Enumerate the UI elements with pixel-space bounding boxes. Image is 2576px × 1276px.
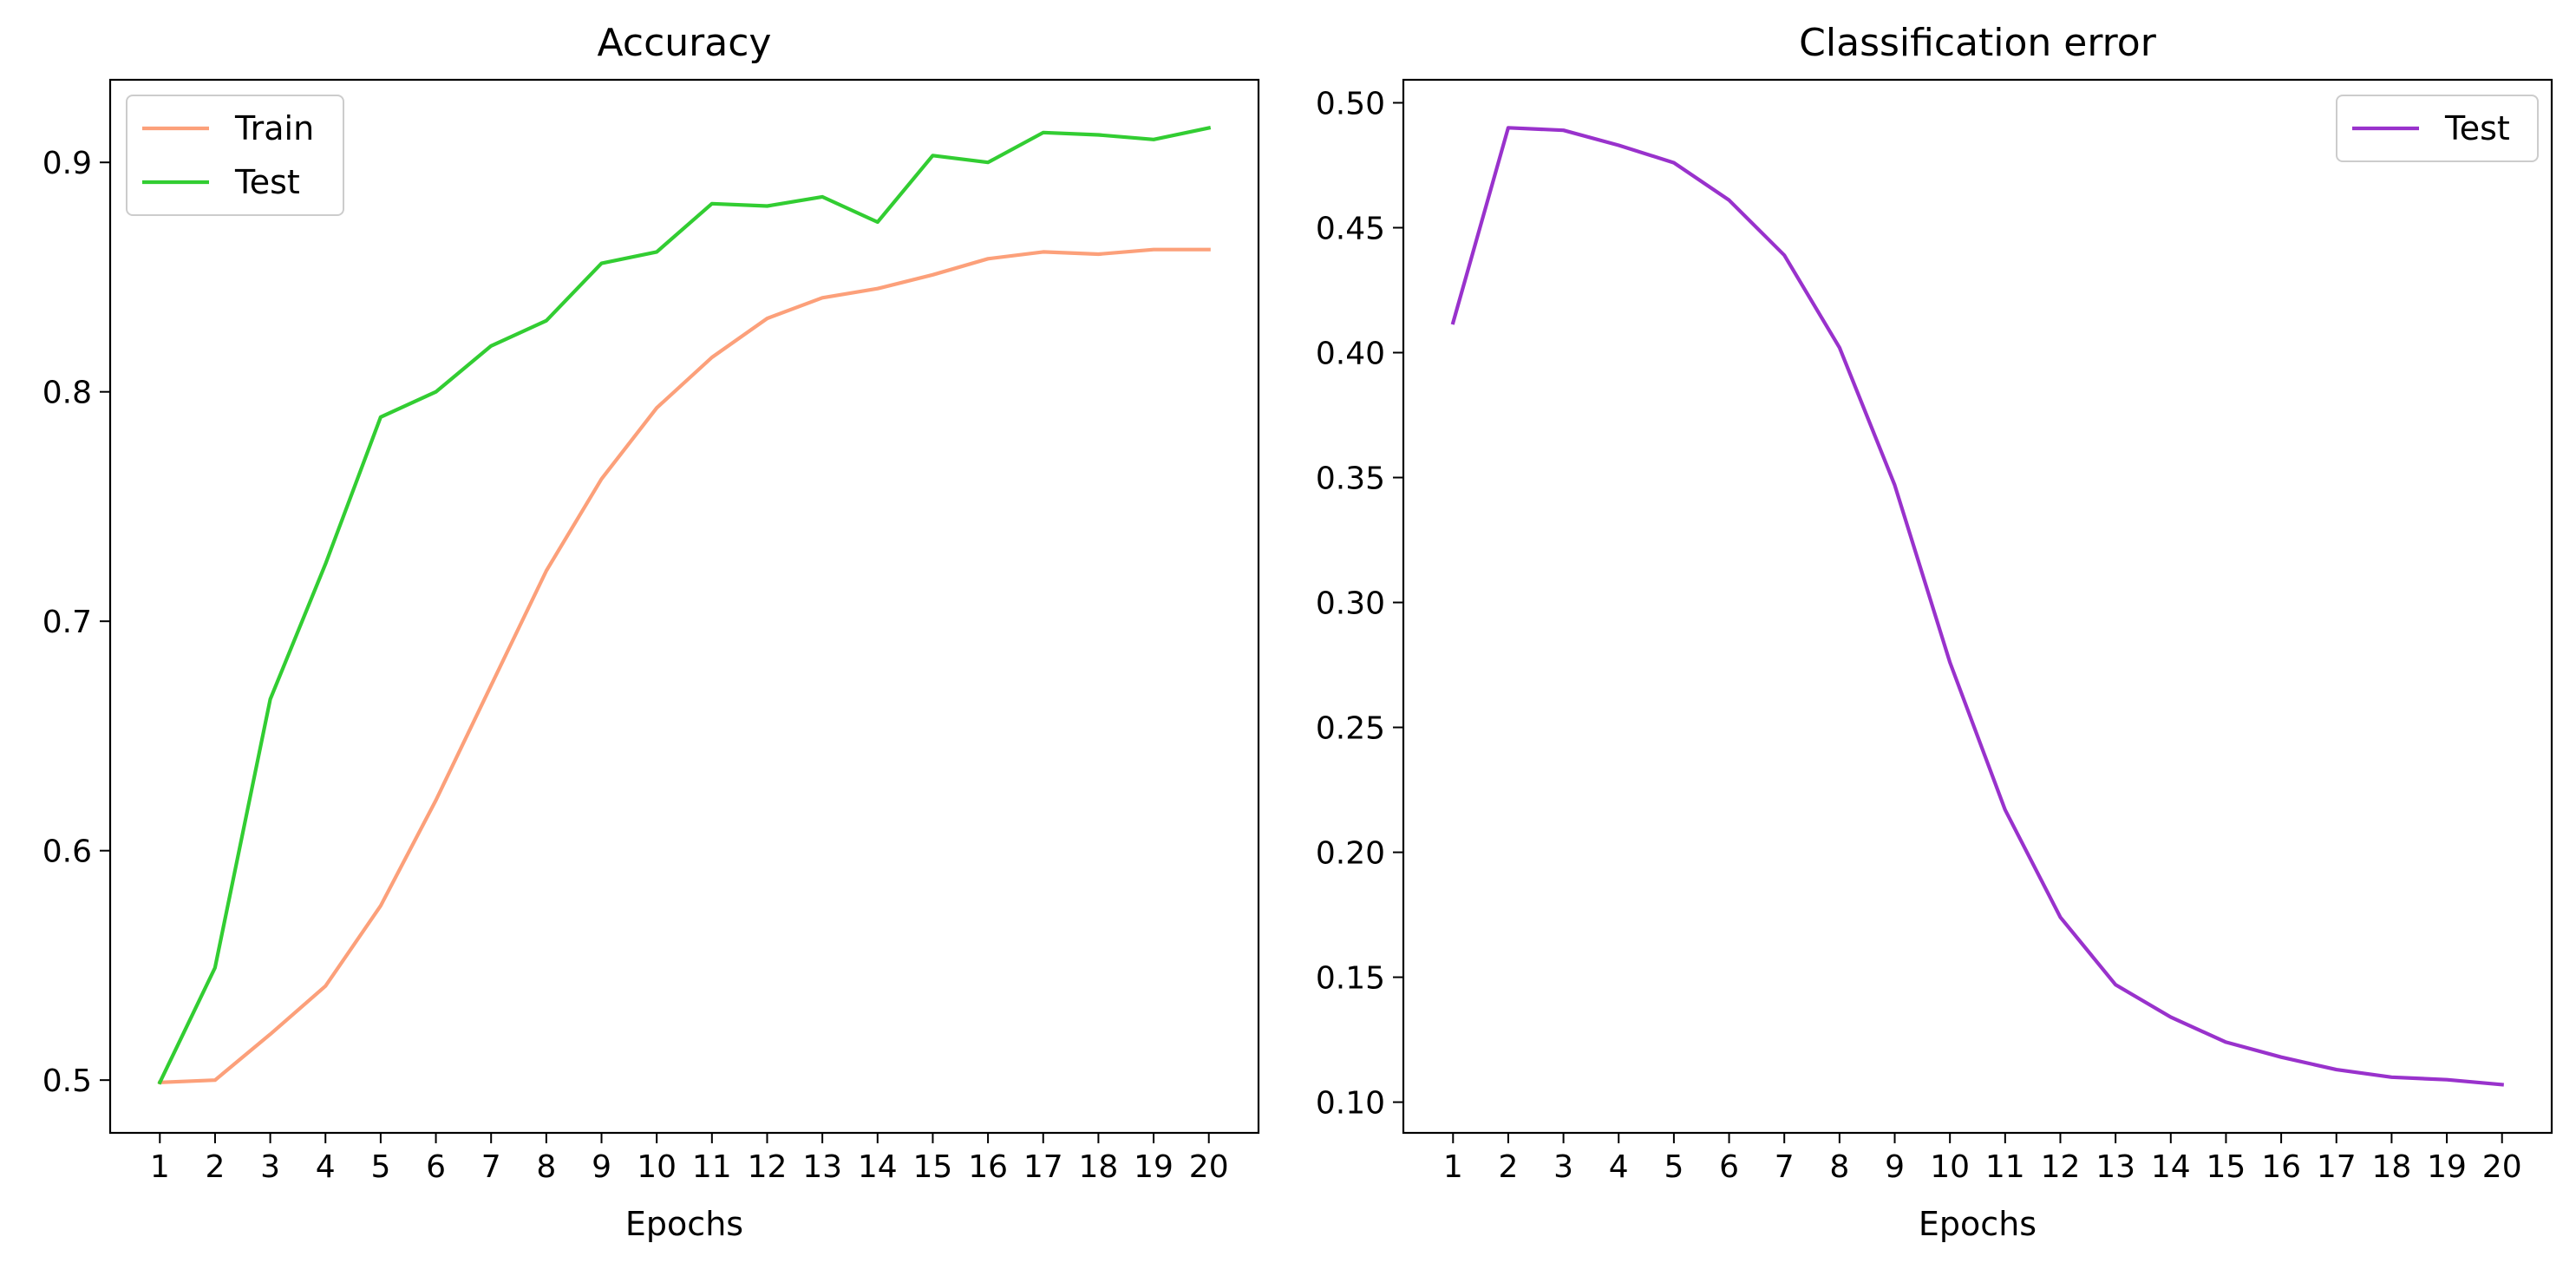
x-tick-label: 18 xyxy=(1078,1149,1118,1185)
x-tick-label: 7 xyxy=(481,1149,501,1185)
x-tick-label: 2 xyxy=(1498,1149,1518,1185)
x-tick-label: 13 xyxy=(2095,1149,2135,1185)
x-tick-label: 6 xyxy=(1719,1149,1739,1185)
chart-title: Accuracy xyxy=(598,21,772,65)
plot-frame xyxy=(108,78,1260,1135)
plot-frame xyxy=(1402,78,2553,1135)
y-tick-label: 0.25 xyxy=(1316,711,1385,747)
series-line-test xyxy=(1450,126,2504,1087)
x-axis-label: Epochs xyxy=(1919,1205,2037,1243)
x-tick-label: 7 xyxy=(1775,1149,1795,1185)
x-tick-label: 11 xyxy=(692,1149,732,1185)
x-tick-label: 17 xyxy=(1023,1149,1063,1185)
y-tick-label: 0.30 xyxy=(1316,586,1385,622)
x-tick-label: 10 xyxy=(1930,1149,1970,1185)
x-tick-label: 14 xyxy=(2151,1149,2191,1185)
x-tick-label: 11 xyxy=(1985,1149,2025,1185)
x-tick-label: 3 xyxy=(260,1149,280,1185)
x-tick-label: 12 xyxy=(748,1149,788,1185)
x-tick-label: 9 xyxy=(1885,1149,1905,1185)
y-tick-label: 0.45 xyxy=(1316,212,1385,247)
x-tick-label: 6 xyxy=(426,1149,446,1185)
x-tick-label: 10 xyxy=(637,1149,677,1185)
legend: Train Test xyxy=(126,95,344,216)
x-tick-label: 12 xyxy=(2041,1149,2081,1185)
x-tick-label: 16 xyxy=(968,1149,1008,1185)
x-tick-label: 3 xyxy=(1553,1149,1573,1185)
x-tick-label: 8 xyxy=(536,1149,556,1185)
x-tick-label: 4 xyxy=(1609,1149,1629,1185)
x-tick-label: 20 xyxy=(2482,1149,2522,1185)
legend-box xyxy=(2336,95,2539,162)
y-tick-label: 0.20 xyxy=(1316,836,1385,872)
x-tick-label: 4 xyxy=(316,1149,336,1185)
legend-box xyxy=(126,95,344,216)
x-tick-label: 15 xyxy=(2207,1149,2246,1185)
x-tick-label: 9 xyxy=(592,1149,611,1185)
x-tick-label: 1 xyxy=(1443,1149,1463,1185)
x-tick-label: 19 xyxy=(2427,1149,2467,1185)
y-tick-label: 0.40 xyxy=(1316,337,1385,372)
y-tick-label: 0.5 xyxy=(42,1063,92,1099)
series-line-test xyxy=(157,126,1212,1085)
x-tick-label: 13 xyxy=(802,1149,842,1185)
y-tick-label: 0.10 xyxy=(1316,1086,1385,1122)
x-tick-label: 18 xyxy=(2371,1149,2411,1185)
x-tick-label: 16 xyxy=(2261,1149,2301,1185)
x-tick-label: 2 xyxy=(205,1149,225,1185)
y-tick-label: 0.8 xyxy=(42,376,92,411)
y-tick-label: 0.6 xyxy=(42,834,92,870)
x-tick-label: 19 xyxy=(1134,1149,1174,1185)
x-tick-label: 20 xyxy=(1189,1149,1229,1185)
y-tick-label: 0.15 xyxy=(1316,961,1385,997)
x-tick-label: 5 xyxy=(1664,1149,1684,1185)
legend-label: Train xyxy=(234,109,314,147)
y-tick-label: 0.7 xyxy=(42,605,92,640)
x-tick-label: 1 xyxy=(150,1149,170,1185)
y-tick-label: 0.50 xyxy=(1316,86,1385,121)
x-axis-label: Epochs xyxy=(625,1205,743,1243)
y-tick-label: 0.9 xyxy=(42,146,92,181)
series-line-train xyxy=(158,247,1211,1084)
x-tick-label: 8 xyxy=(1829,1149,1849,1185)
legend-label: Test xyxy=(2444,109,2510,147)
y-tick-label: 0.35 xyxy=(1316,461,1385,497)
legend: Test xyxy=(2336,95,2539,162)
x-tick-label: 5 xyxy=(370,1149,390,1185)
x-tick-label: 14 xyxy=(858,1149,898,1185)
x-tick-label: 17 xyxy=(2317,1149,2357,1185)
chart-title: Classification error xyxy=(1799,21,2157,65)
legend-label: Test xyxy=(234,163,300,201)
x-tick-label: 15 xyxy=(913,1149,953,1185)
